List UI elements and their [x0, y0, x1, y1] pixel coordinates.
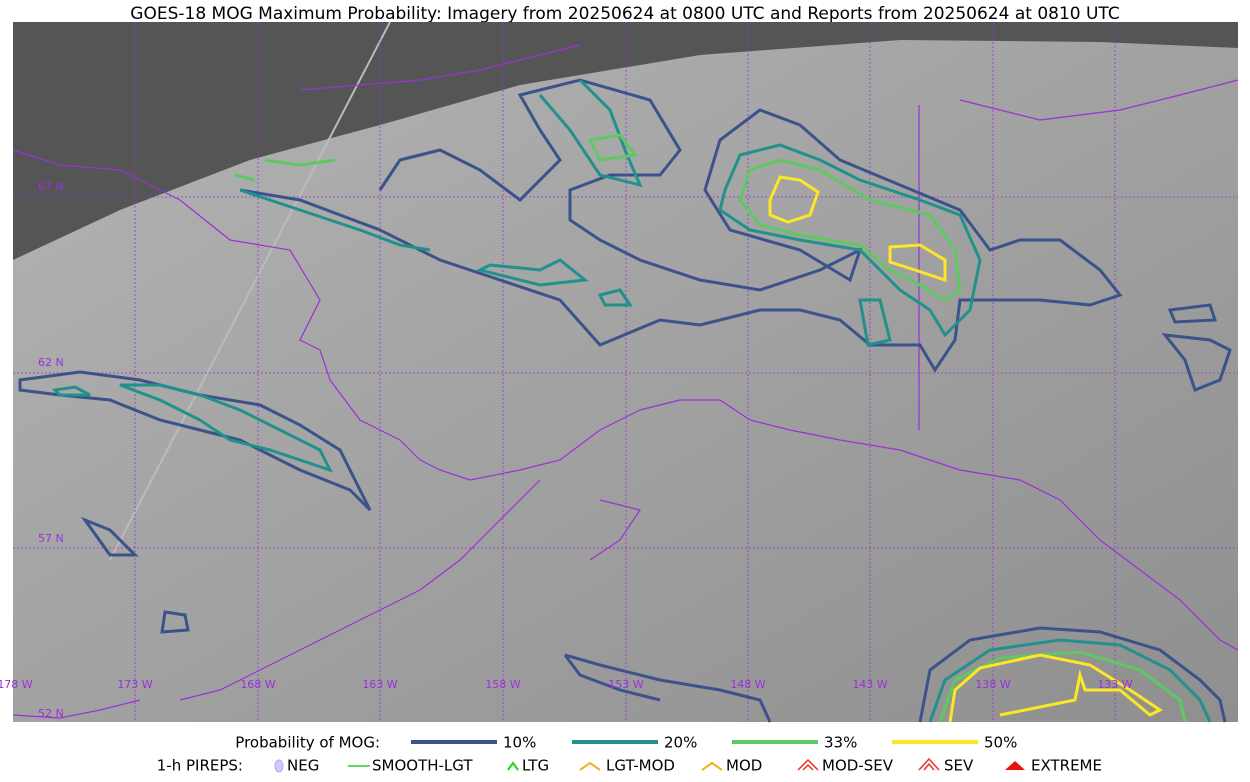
pirep-icon	[579, 761, 601, 771]
lon-label: 153 W	[608, 678, 643, 691]
scan-line	[109, 21, 391, 561]
legend-label: MOD	[726, 757, 762, 775]
no-data-region	[13, 22, 1238, 260]
lat-label: 52 N	[38, 707, 64, 720]
lon-label: 138 W	[975, 678, 1010, 691]
legend-label: LTG	[522, 757, 549, 775]
lon-label: 178 W	[0, 678, 33, 691]
lon-label: 168 W	[240, 678, 275, 691]
coastlines	[12, 44, 1239, 719]
lon-label: 158 W	[485, 678, 520, 691]
legend-label: SMOOTH-LGT	[372, 757, 473, 775]
lon-label: 143 W	[852, 678, 887, 691]
grid	[13, 22, 1238, 722]
legend-label: EXTREME	[1031, 757, 1102, 775]
legend-title: 1-h PIREPS:	[157, 757, 243, 775]
lon-label: 148 W	[730, 678, 765, 691]
title: GOES-18 MOG Maximum Probability: Imagery…	[130, 4, 1119, 24]
lat-label: 57 N	[38, 532, 64, 545]
pirep-icon	[701, 761, 723, 771]
pirep-icon	[1005, 761, 1025, 770]
pirep-legend: 1-h PIREPS: NEG SMOOTH-LGT LTG LGT-MOD MOD MO…	[157, 757, 1102, 775]
pirep-icon	[797, 758, 819, 771]
lon-label: 133 W	[1097, 678, 1132, 691]
pirep-icon	[918, 757, 940, 771]
probability-legend: Probability of MOG: 10% 20% 33% 50%	[235, 734, 1017, 752]
contours	[18, 78, 1232, 723]
grid-labels: 67 N 62 N 57 N 52 N 178 W 173 W 168 W 16…	[0, 180, 1133, 720]
legend-title: Probability of MOG:	[235, 734, 380, 752]
legend-label: SEV	[944, 757, 974, 775]
legend-label: 50%	[984, 734, 1017, 752]
pirep-icon	[507, 761, 519, 771]
legend-label: 33%	[824, 734, 857, 752]
lat-label: 67 N	[38, 180, 64, 193]
legend-label: 20%	[664, 734, 697, 752]
lon-label: 173 W	[117, 678, 152, 691]
legend-label: 10%	[503, 734, 536, 752]
map: 67 N 62 N 57 N 52 N 178 W 173 W 168 W 16…	[0, 21, 1239, 723]
legend-label: MOD-SEV	[822, 757, 894, 775]
lon-label: 163 W	[362, 678, 397, 691]
pirep-icon	[274, 759, 284, 773]
legend-label: NEG	[287, 757, 319, 775]
legend-label: LGT-MOD	[606, 757, 675, 775]
lat-label: 62 N	[38, 356, 64, 369]
